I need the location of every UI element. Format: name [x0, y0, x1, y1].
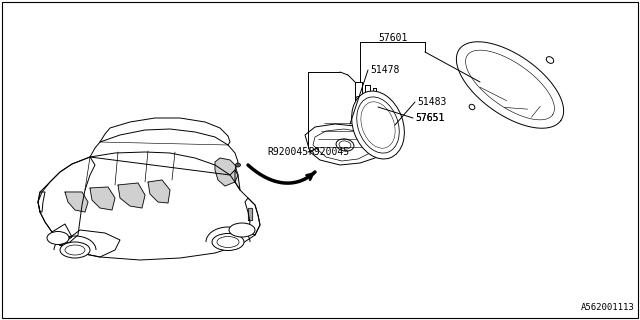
Text: A562001113: A562001113 [581, 303, 635, 312]
Polygon shape [313, 129, 375, 161]
Ellipse shape [212, 234, 244, 251]
Polygon shape [65, 192, 88, 212]
Polygon shape [118, 183, 145, 208]
Polygon shape [235, 170, 240, 190]
Text: 57651: 57651 [415, 113, 444, 123]
Polygon shape [245, 198, 260, 235]
Ellipse shape [351, 91, 404, 159]
Polygon shape [373, 88, 376, 120]
Ellipse shape [60, 242, 90, 258]
Polygon shape [38, 152, 260, 260]
Ellipse shape [356, 97, 399, 153]
Polygon shape [90, 129, 238, 175]
Polygon shape [90, 187, 115, 210]
Ellipse shape [47, 231, 69, 244]
Polygon shape [52, 224, 72, 245]
Polygon shape [215, 158, 238, 186]
Text: 51483: 51483 [417, 97, 446, 107]
Ellipse shape [355, 97, 360, 103]
Polygon shape [365, 85, 370, 125]
Polygon shape [456, 42, 564, 128]
Ellipse shape [229, 223, 255, 237]
Text: R920045: R920045 [267, 147, 308, 157]
Polygon shape [60, 230, 120, 257]
Ellipse shape [236, 163, 241, 167]
Ellipse shape [339, 141, 351, 149]
Text: 51478: 51478 [370, 65, 399, 75]
Text: 57651: 57651 [415, 113, 444, 123]
Polygon shape [100, 118, 230, 145]
Ellipse shape [361, 102, 395, 148]
Polygon shape [355, 82, 362, 128]
Text: 57601: 57601 [378, 33, 408, 43]
Ellipse shape [217, 236, 239, 247]
Polygon shape [148, 180, 170, 203]
Polygon shape [38, 192, 45, 212]
Text: R920045: R920045 [308, 147, 349, 157]
Polygon shape [248, 208, 252, 220]
Ellipse shape [547, 57, 554, 63]
Ellipse shape [336, 139, 354, 151]
Ellipse shape [469, 104, 475, 110]
Polygon shape [38, 157, 95, 245]
Polygon shape [305, 124, 382, 165]
Ellipse shape [65, 245, 85, 255]
